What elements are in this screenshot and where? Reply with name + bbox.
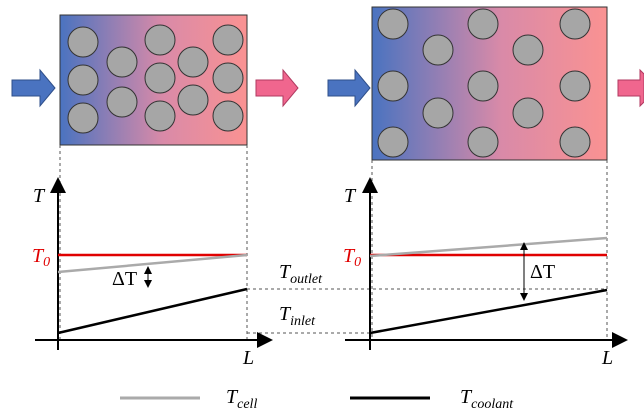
delta-label: ΔT	[530, 261, 555, 283]
cell-line	[370, 238, 607, 256]
diagram: T T0 ΔT L T T0 ΔT L Toutlet Tinlet Tcell…	[0, 0, 644, 419]
t0-label: T0	[343, 245, 361, 270]
coolant-line	[370, 290, 607, 333]
flow-arrow	[12, 70, 55, 106]
flow-arrow	[328, 70, 370, 106]
coolant-line	[58, 289, 247, 333]
delta-label: ΔT	[112, 268, 137, 290]
t0-label: T0	[32, 245, 50, 270]
inlet-label: Tinlet	[279, 303, 316, 329]
cell-line	[58, 255, 247, 272]
legend-label: Tcoolant	[460, 386, 514, 412]
x-axis-label: L	[242, 347, 254, 369]
y-axis-label: T	[344, 185, 357, 207]
guides	[60, 145, 607, 340]
legend-label: Tcell	[226, 386, 257, 412]
y-axis-label: T	[33, 185, 46, 207]
outlet-label: Toutlet	[279, 261, 323, 287]
flow-arrow	[618, 70, 644, 106]
x-axis-label: L	[601, 347, 613, 369]
flow-arrow	[256, 70, 298, 106]
